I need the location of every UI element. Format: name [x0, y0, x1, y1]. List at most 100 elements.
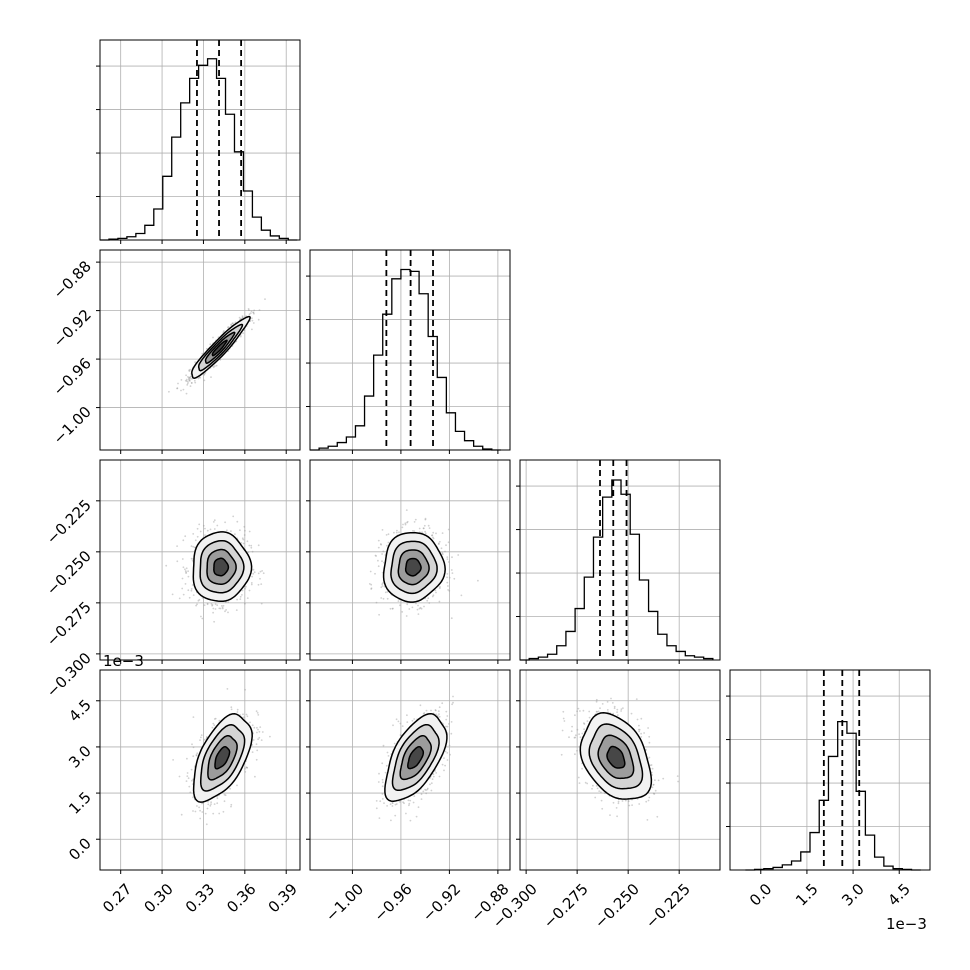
scatter-point — [192, 755, 195, 758]
scatter-point — [411, 719, 414, 722]
scatter-point — [172, 759, 175, 761]
scatter-point — [431, 534, 434, 537]
scatter-point — [249, 721, 251, 724]
scatter-point — [405, 509, 408, 511]
density-fill-3 — [213, 558, 229, 576]
scatter-point — [251, 575, 254, 578]
scatter-point — [244, 587, 247, 590]
scatter-point — [253, 726, 256, 729]
scatter-point — [165, 564, 168, 567]
scatter-point — [252, 322, 255, 324]
panel-frame-1-0 — [99, 249, 301, 451]
pair-2-3 — [560, 697, 679, 821]
scatter-point — [230, 530, 232, 532]
scatter-point — [447, 585, 449, 587]
scatter-point — [181, 558, 184, 560]
scatter-point — [435, 532, 437, 535]
scatter-point — [452, 701, 454, 704]
scatter-point — [242, 542, 245, 545]
scatter-point — [222, 331, 225, 334]
scatter-point — [209, 804, 212, 807]
scatter-point — [178, 775, 181, 778]
scatter-point — [404, 522, 407, 525]
scatter-point — [251, 317, 253, 320]
scatter-point — [191, 743, 193, 746]
scatter-point — [422, 790, 425, 793]
contour-0 — [214, 745, 231, 770]
scatter-point — [213, 724, 216, 727]
scatter-point — [230, 805, 232, 808]
scatter-point — [414, 518, 417, 521]
scatter-point — [234, 321, 237, 324]
x-tick-label-1-1: −0.96 — [370, 880, 415, 925]
scatter-point — [188, 376, 191, 379]
scatter-point — [196, 805, 198, 807]
scatter-point — [199, 817, 202, 820]
scatter-point — [444, 750, 447, 753]
scatter-point — [259, 577, 261, 580]
scatter-point — [269, 735, 271, 738]
scatter-point — [401, 725, 404, 727]
scatter-point — [222, 604, 225, 607]
scatter-point — [392, 607, 394, 610]
contour-3 — [192, 713, 253, 803]
scatter-point — [447, 541, 450, 544]
contour-1 — [207, 735, 238, 781]
scatter-point — [394, 814, 397, 817]
scatter-point — [408, 802, 411, 805]
scatter-point — [204, 812, 207, 815]
scatter-point — [398, 801, 401, 803]
scatter-point — [406, 714, 408, 717]
scatter-point — [219, 358, 222, 361]
scatter-point — [199, 376, 202, 379]
scatter-point — [188, 380, 191, 382]
scatter-point — [399, 722, 402, 725]
scatter-point — [201, 352, 204, 355]
contour-0 — [213, 557, 230, 577]
scatter-point — [424, 530, 426, 533]
scatter-point — [197, 377, 200, 380]
contour-2 — [390, 540, 438, 595]
scatter-point — [256, 731, 258, 734]
scatter-point — [180, 379, 183, 381]
contour-1 — [397, 549, 430, 586]
scatter-point — [185, 571, 188, 574]
scatter-point — [192, 746, 195, 749]
scatter-point — [413, 521, 416, 523]
scatter-point — [192, 545, 195, 548]
scatter-point — [210, 603, 213, 605]
scatter-point — [244, 602, 246, 605]
x-tick-label-0-0: 0.27 — [99, 880, 135, 916]
scatter-point — [210, 801, 213, 804]
scatter-point — [242, 316, 244, 319]
scatter-point — [239, 335, 242, 338]
scatter-point — [386, 751, 389, 754]
scatter-point — [186, 382, 189, 385]
scatter-point — [562, 717, 565, 720]
scatter-point — [381, 553, 383, 555]
scatter-point — [250, 583, 253, 586]
scatter-point — [431, 595, 434, 598]
scatter-point — [185, 780, 188, 782]
scatter-point — [184, 535, 187, 538]
scatter-point — [418, 607, 421, 610]
scatter-point — [381, 798, 384, 800]
contour-2 — [197, 323, 244, 372]
scatter-point — [212, 812, 215, 815]
scatter-point — [408, 608, 411, 610]
scatter-point — [248, 530, 251, 533]
scatter-point — [446, 715, 449, 717]
scatter-point — [446, 581, 449, 584]
scatter-point — [180, 813, 183, 816]
scatter-point — [412, 801, 415, 804]
scatter-point — [250, 310, 253, 313]
scatter-point — [579, 710, 581, 712]
scatter-point — [185, 392, 188, 395]
scatter-point — [415, 815, 418, 818]
scatter-point — [212, 607, 215, 610]
scatter-point — [260, 583, 263, 585]
scatter-point — [257, 583, 260, 586]
y-tick-label-1-0: −1.00 — [50, 403, 95, 448]
scatter-point — [205, 823, 208, 826]
scatter-point — [243, 534, 246, 536]
